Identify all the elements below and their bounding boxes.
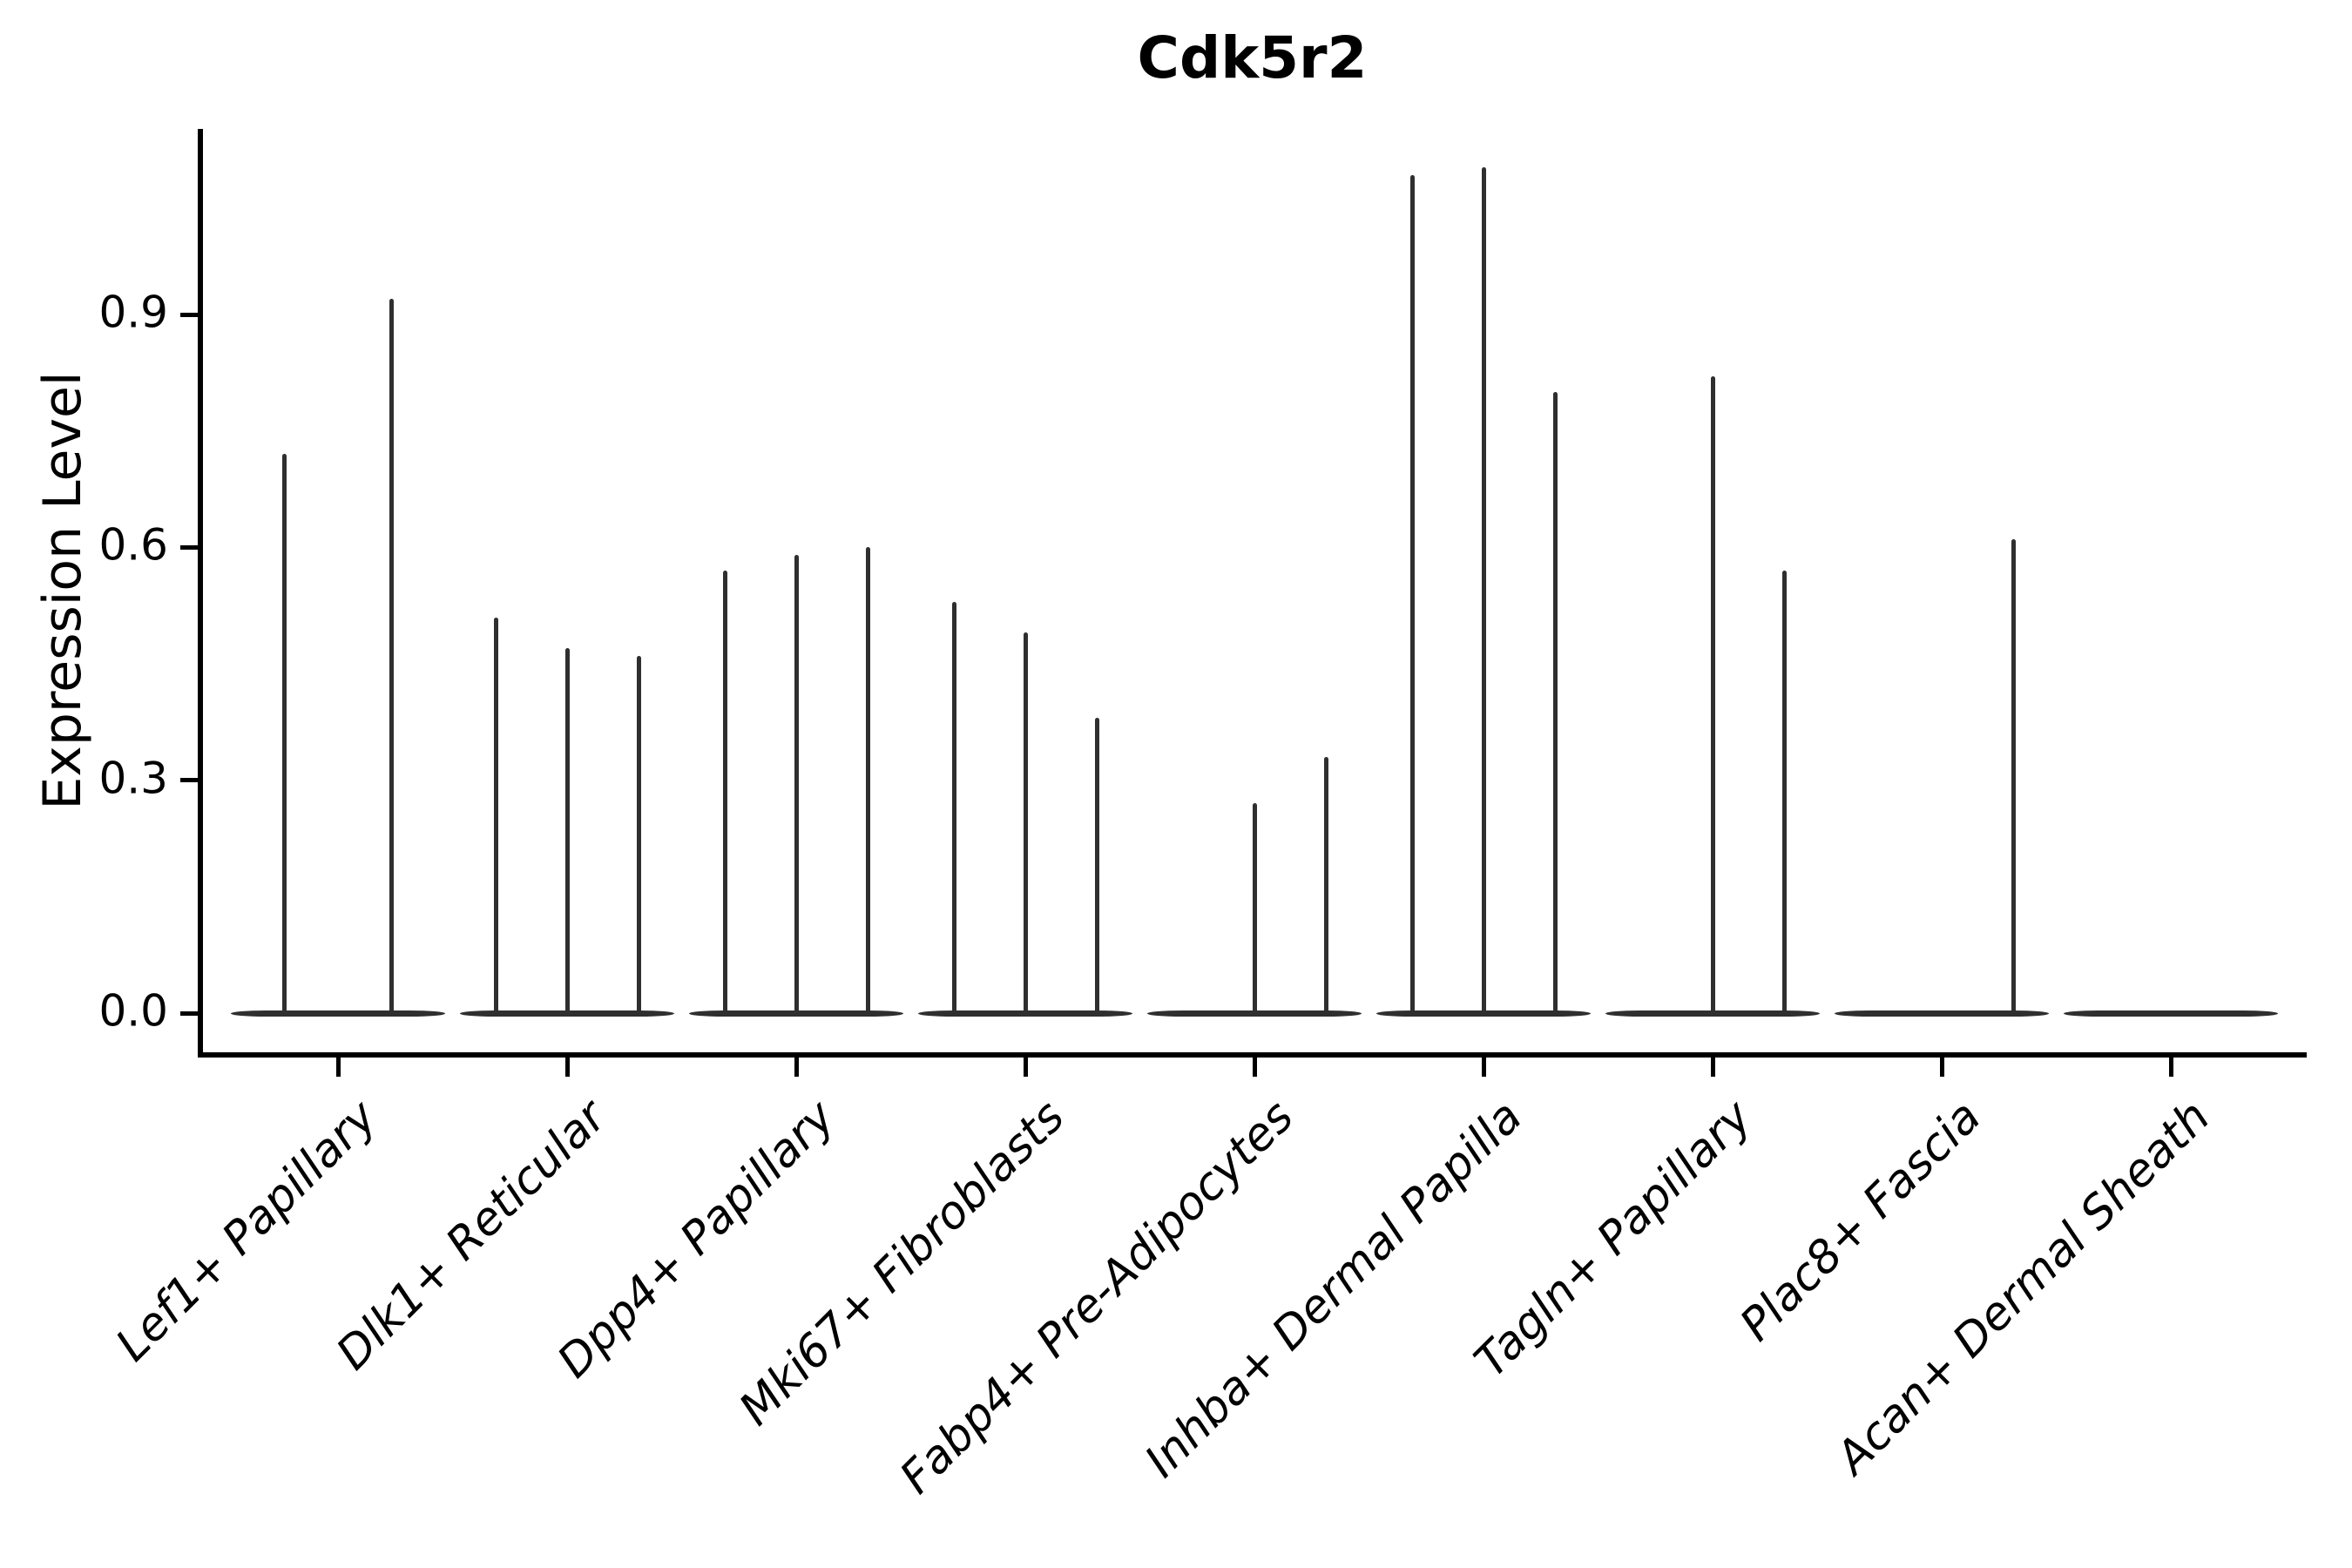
x-tick: [2168, 1058, 2173, 1077]
y-tick-label: 0.6: [98, 520, 168, 571]
violin-spike: [1710, 376, 1715, 1013]
x-tick-label: Plac8+ Fascia: [1730, 1091, 1991, 1352]
x-tick-label: Inhba+ Dermal Papilla: [1135, 1091, 1533, 1488]
plot-title: Cdk5r2: [1137, 24, 1368, 91]
y-tick: [180, 544, 198, 550]
violin-spike: [636, 656, 641, 1013]
violin-spike: [1481, 166, 1486, 1013]
x-tick: [1252, 1058, 1257, 1077]
y-tick: [180, 312, 198, 317]
violin-spike: [2011, 539, 2016, 1013]
x-tick: [335, 1058, 341, 1077]
violin-spike: [1323, 756, 1328, 1013]
violin-body: [918, 1010, 1132, 1017]
y-tick: [180, 1010, 198, 1016]
violin-spike: [1023, 632, 1028, 1013]
violin-body: [1605, 1010, 1820, 1017]
violin-spike: [794, 555, 799, 1013]
violin-body: [231, 1010, 445, 1017]
y-tick: [180, 778, 198, 783]
violin-body: [460, 1010, 674, 1017]
violin-spike: [1094, 718, 1099, 1013]
y-tick-label: 0.3: [98, 753, 168, 804]
x-tick-label: Fabp4+ Pre-Adipocytes: [889, 1091, 1304, 1504]
violin-spike: [1409, 174, 1415, 1013]
violin-spike: [564, 648, 570, 1013]
violin-spike: [722, 571, 727, 1013]
violin-spike: [1781, 571, 1787, 1013]
violin-spike: [1252, 803, 1257, 1013]
x-tick: [794, 1058, 799, 1077]
violin-body: [689, 1010, 903, 1017]
violin-spike: [282, 454, 287, 1013]
violin-spike: [1552, 392, 1558, 1013]
violin-spike: [389, 299, 394, 1013]
y-tick-label: 0.0: [98, 985, 168, 1037]
x-tick: [1710, 1058, 1715, 1077]
x-tick: [1023, 1058, 1028, 1077]
x-tick: [564, 1058, 570, 1077]
y-axis-label: Expression Level: [32, 371, 93, 810]
x-tick-label: Acan+ Dermal Sheath: [1826, 1091, 2220, 1484]
x-axis-spine: [198, 1052, 2307, 1058]
violin-spike: [865, 547, 870, 1013]
x-tick: [1481, 1058, 1486, 1077]
violin-body: [1376, 1010, 1591, 1017]
violin-body: [1147, 1010, 1362, 1017]
violin-spike: [493, 617, 498, 1013]
violin-body: [1835, 1010, 2049, 1017]
x-tick: [1939, 1058, 1944, 1077]
violin-body: [2064, 1010, 2278, 1017]
violin-spike: [951, 601, 956, 1013]
y-axis-spine: [198, 129, 203, 1058]
y-tick-label: 0.9: [98, 287, 168, 338]
